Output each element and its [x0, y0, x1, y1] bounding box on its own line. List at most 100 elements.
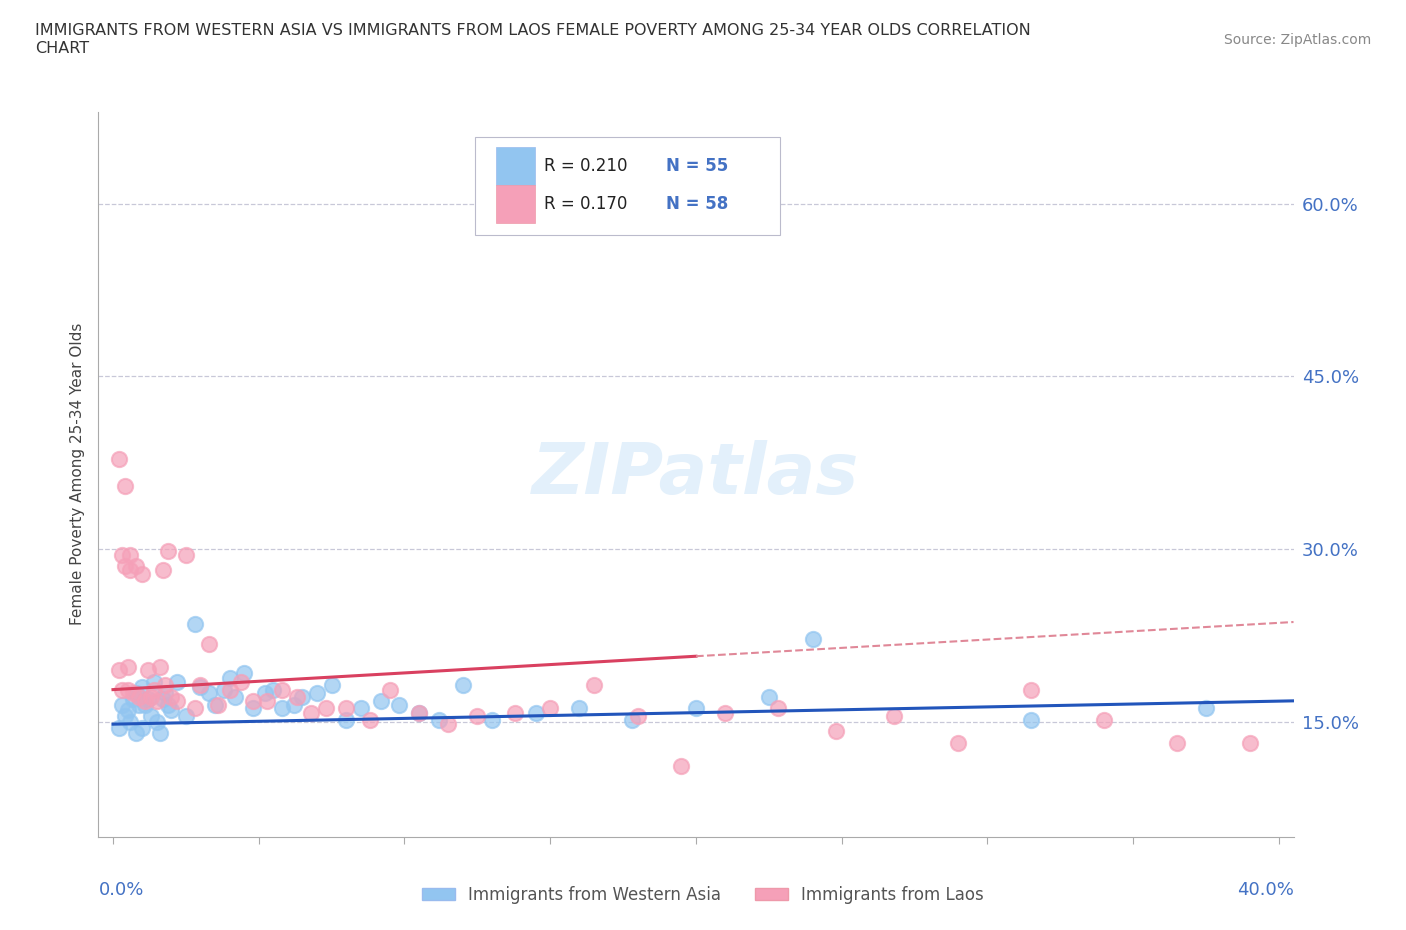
Point: [198, 636, 221, 651]
Point: [538, 700, 561, 715]
Text: R = 0.170: R = 0.170: [544, 194, 627, 213]
Point: [627, 709, 650, 724]
Point: [108, 452, 131, 467]
Text: N = 55: N = 55: [666, 157, 728, 175]
Point: [136, 662, 159, 677]
Point: [1092, 712, 1115, 727]
Text: 40.0%: 40.0%: [1237, 881, 1294, 898]
Y-axis label: Female Poverty Among 25-34 Year Olds: Female Poverty Among 25-34 Year Olds: [69, 323, 84, 626]
Point: [224, 689, 246, 704]
Point: [114, 478, 136, 493]
Point: [149, 726, 172, 741]
Point: [335, 712, 357, 727]
Point: [388, 698, 411, 712]
Point: [166, 694, 188, 709]
Point: [120, 563, 142, 578]
Point: [212, 683, 235, 698]
Point: [262, 683, 284, 698]
Point: [198, 685, 221, 700]
Point: [948, 735, 970, 750]
Point: [152, 691, 174, 706]
Text: Source: ZipAtlas.com: Source: ZipAtlas.com: [1223, 33, 1371, 46]
Point: [136, 691, 159, 706]
Point: [160, 689, 183, 704]
Point: [408, 705, 430, 720]
Point: [315, 700, 337, 715]
Text: ZIPatlas: ZIPatlas: [533, 440, 859, 509]
Point: [883, 709, 905, 724]
Point: [134, 694, 156, 709]
Point: [174, 548, 197, 563]
Point: [108, 720, 131, 735]
Point: [291, 689, 314, 704]
Point: [299, 705, 322, 720]
Point: [233, 666, 256, 681]
Point: [131, 567, 153, 582]
Point: [714, 705, 737, 720]
Point: [128, 689, 150, 704]
Point: [125, 559, 148, 574]
FancyBboxPatch shape: [496, 185, 534, 222]
Point: [218, 683, 240, 698]
Point: [218, 671, 240, 685]
Point: [231, 674, 253, 689]
Point: [524, 705, 547, 720]
Point: [125, 726, 148, 741]
Point: [111, 548, 134, 563]
Point: [408, 705, 430, 720]
Point: [108, 662, 131, 677]
Point: [242, 694, 264, 709]
Point: [335, 700, 357, 715]
Point: [758, 689, 780, 704]
Point: [370, 694, 392, 709]
Point: [1239, 735, 1261, 750]
Point: [283, 698, 305, 712]
Point: [481, 712, 503, 727]
Point: [305, 685, 328, 700]
Point: [801, 631, 824, 646]
Point: [207, 698, 229, 712]
Point: [157, 544, 180, 559]
Point: [190, 678, 212, 693]
Point: [131, 720, 153, 735]
Point: [122, 691, 145, 706]
Point: [134, 698, 156, 712]
Point: [256, 694, 278, 709]
Text: IMMIGRANTS FROM WESTERN ASIA VS IMMIGRANTS FROM LAOS FEMALE POVERTY AMONG 25-34 : IMMIGRANTS FROM WESTERN ASIA VS IMMIGRAN…: [35, 23, 1031, 56]
Point: [139, 709, 162, 724]
Point: [568, 700, 591, 715]
Text: 0.0%: 0.0%: [98, 881, 143, 898]
Point: [111, 698, 134, 712]
Point: [166, 674, 188, 689]
Point: [271, 700, 294, 715]
Point: [285, 689, 308, 704]
Point: [253, 685, 276, 700]
Point: [321, 678, 343, 693]
Point: [204, 698, 226, 712]
Point: [671, 758, 693, 773]
Point: [503, 705, 526, 720]
Point: [117, 683, 139, 698]
Point: [183, 617, 205, 631]
Point: [114, 709, 136, 724]
Point: [359, 712, 381, 727]
Point: [766, 700, 789, 715]
Point: [1019, 683, 1042, 698]
Point: [142, 674, 165, 689]
Point: [451, 678, 474, 693]
Point: [128, 698, 150, 712]
Point: [350, 700, 373, 715]
Text: N = 58: N = 58: [666, 194, 728, 213]
Point: [145, 694, 167, 709]
Point: [122, 685, 145, 700]
Point: [117, 703, 139, 718]
FancyBboxPatch shape: [496, 147, 534, 185]
Point: [155, 678, 177, 693]
Point: [271, 683, 294, 698]
Point: [131, 680, 153, 695]
Point: [155, 685, 177, 700]
Point: [111, 683, 134, 698]
Point: [183, 700, 205, 715]
Point: [174, 709, 197, 724]
Point: [1019, 712, 1042, 727]
